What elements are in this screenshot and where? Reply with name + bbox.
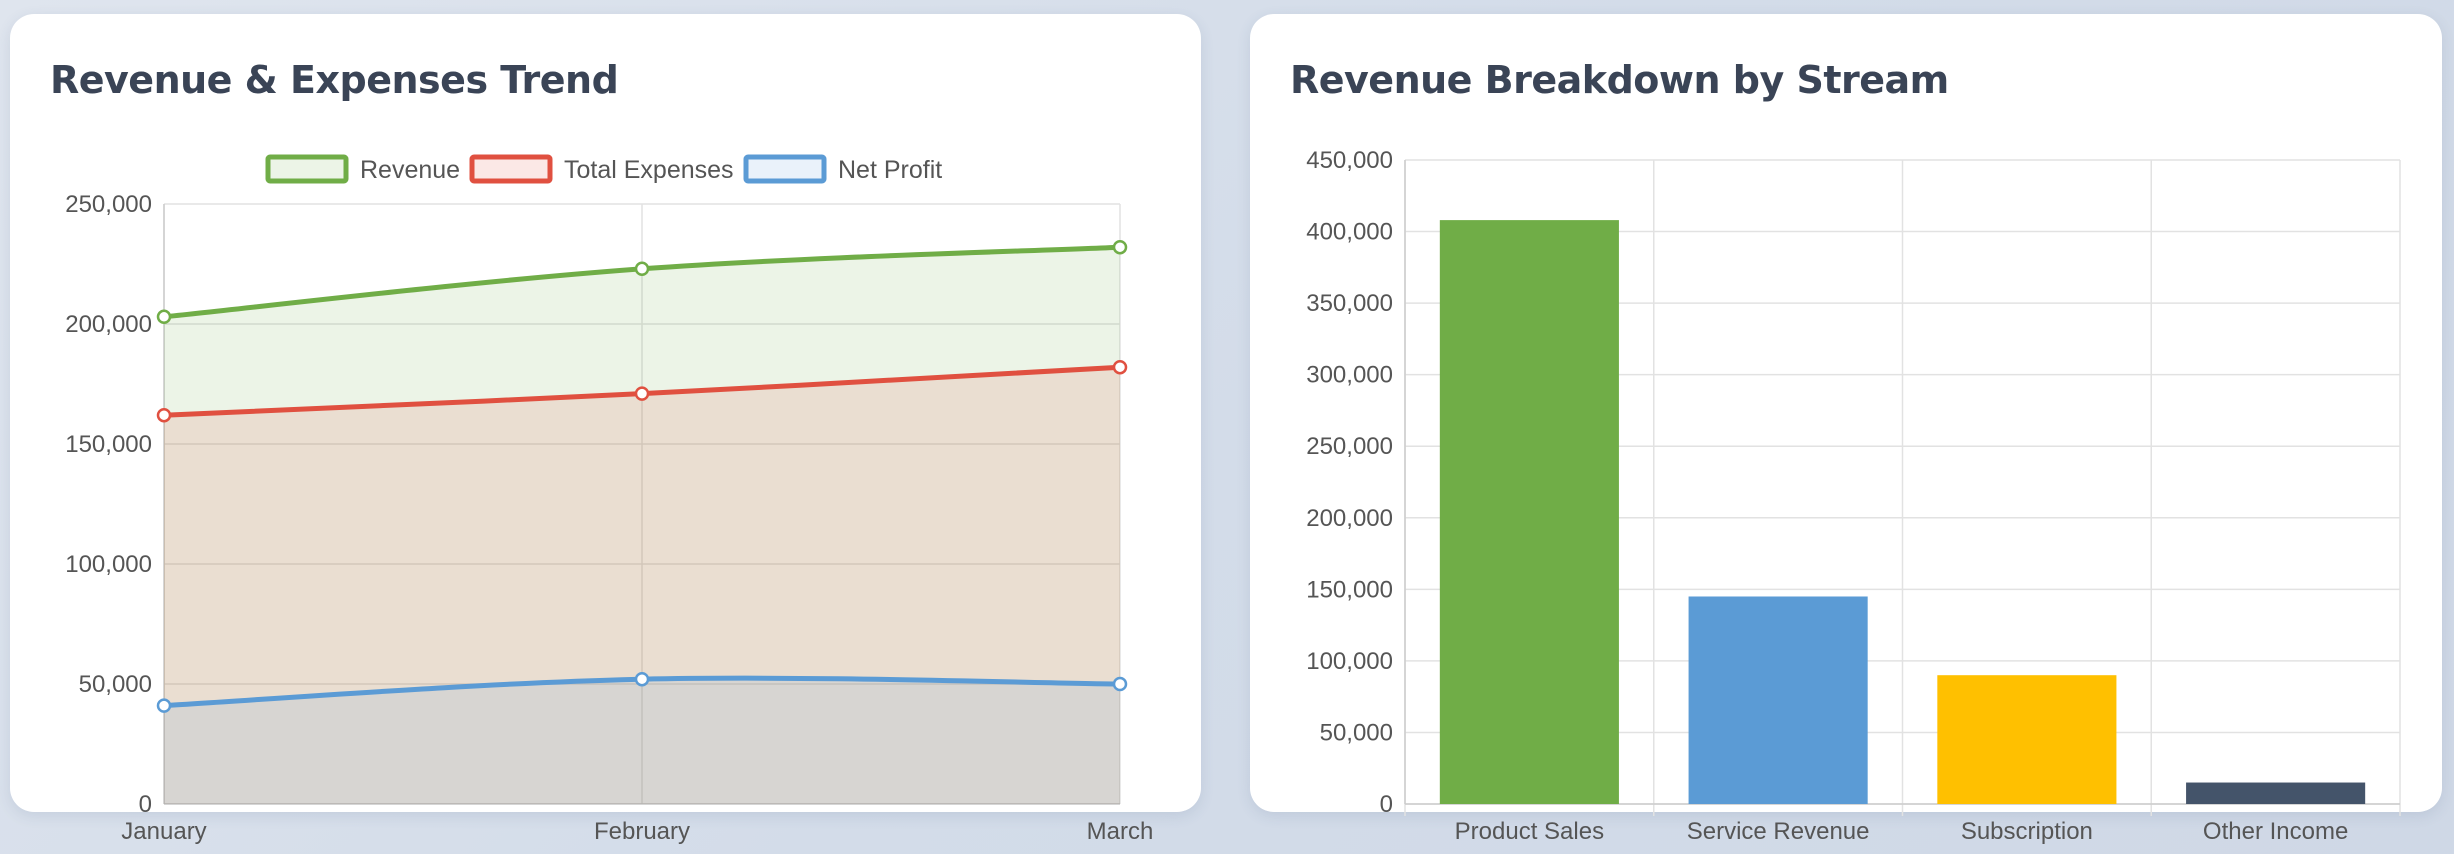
legend-swatch-revenue <box>265 154 349 184</box>
area-net-profit <box>164 678 1120 804</box>
y-tick-label: 0 <box>1380 791 1393 818</box>
revenue-expenses-card: Revenue & Expenses Trend 0 50,000 100,000 1… <box>10 14 1201 845</box>
point-revenue-march <box>1112 239 1128 255</box>
legend-swatch-total-expenses <box>469 154 553 184</box>
point-revenue-february <box>634 261 650 277</box>
line-chart: 0 50,000 100,000 150,000 200,000 250,000 Janua… <box>65 154 1154 845</box>
y-tick-label: 50,000 <box>79 671 152 698</box>
legend: Revenue Total Expenses Net Profit <box>265 154 942 184</box>
y-tick-label: 350,000 <box>1306 290 1393 317</box>
line-chart-title: Revenue & Expenses Trend <box>50 58 619 102</box>
y-tick-label: 300,000 <box>1306 362 1393 389</box>
y-tick-label: 150,000 <box>65 431 152 458</box>
bar-other-income <box>2186 782 2366 804</box>
y-tick-label: 0 <box>139 791 152 818</box>
legend-label-total-expenses: Total Expenses <box>564 156 734 184</box>
legend-label-revenue: Revenue <box>360 156 460 184</box>
bar-chart-title: Revenue Breakdown by Stream <box>1290 58 1949 102</box>
x-tick-label: Other Income <box>2203 818 2348 845</box>
point-total-expenses-march <box>1112 359 1128 375</box>
y-tick-label: 250,000 <box>1306 433 1393 460</box>
bar-service-revenue <box>1688 596 1868 804</box>
bar-subscription <box>1937 675 2117 804</box>
y-tick-label: 100,000 <box>1306 648 1393 675</box>
point-total-expenses-january <box>156 407 172 423</box>
y-tick-label: 200,000 <box>1306 505 1393 532</box>
bar-chart: 0 50,000 100,000 150,000 200,000 250,000 300,0… <box>1306 147 2401 845</box>
x-tick-label: Service Revenue <box>1687 818 1870 845</box>
point-net-profit-february <box>634 671 650 687</box>
y-tick-label: 400,000 <box>1306 219 1393 246</box>
revenue-breakdown-card: Revenue Breakdown by Stream 0 50,000 100,0… <box>1250 14 2442 845</box>
point-revenue-january <box>156 309 172 325</box>
point-net-profit-march <box>1112 676 1128 692</box>
area-total-expenses <box>164 367 1120 804</box>
y-tick-label: 200,000 <box>65 311 152 338</box>
area-revenue <box>164 247 1120 804</box>
x-tick-label: February <box>594 818 690 845</box>
y-tick-label: 50,000 <box>1320 719 1393 746</box>
x-tick-label: Subscription <box>1961 818 2093 845</box>
point-total-expenses-february <box>634 386 650 401</box>
y-tick-label: 150,000 <box>1306 576 1393 603</box>
x-tick-label: Product Sales <box>1455 818 1604 845</box>
legend-swatch-net-profit <box>743 154 827 184</box>
x-tick-label: January <box>121 818 206 845</box>
x-tick-label: March <box>1087 818 1154 845</box>
bar-product-sales <box>1439 220 1619 804</box>
point-net-profit-january <box>156 698 172 713</box>
y-tick-label: 100,000 <box>65 551 152 578</box>
y-tick-label: 450,000 <box>1306 147 1393 174</box>
y-tick-label: 250,000 <box>65 191 152 218</box>
legend-label-net-profit: Net Profit <box>838 156 942 184</box>
